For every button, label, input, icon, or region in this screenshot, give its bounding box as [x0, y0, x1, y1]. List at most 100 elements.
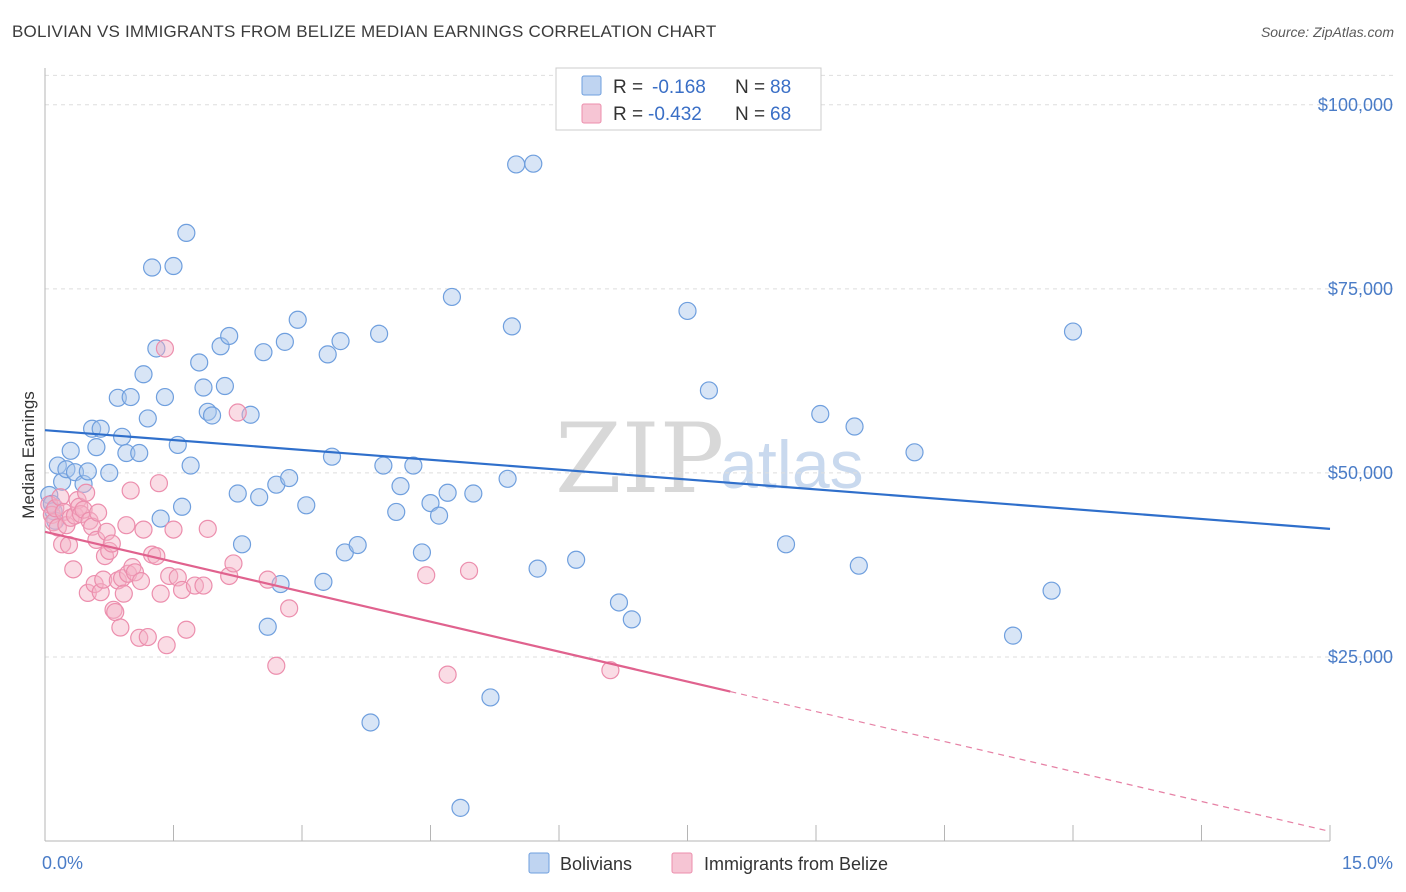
- stats-legend-r-label-bolivians: R =: [613, 77, 643, 98]
- point-bolivians: [699, 381, 719, 400]
- point-bolivians: [121, 387, 140, 407]
- stats-legend-n-label-belize: N =: [735, 104, 765, 125]
- series-legend: Bolivians Immigrants from Belize: [528, 852, 888, 874]
- point-bolivians: [567, 550, 586, 569]
- point-bolivians: [361, 713, 380, 732]
- point-bolivians: [91, 419, 110, 438]
- stats-legend-n-value-belize: 68: [770, 104, 791, 125]
- y-tick-labels: $25,000 $50,000 $75,000 $100,000: [1318, 95, 1393, 667]
- point-belize: [157, 636, 176, 655]
- stats-legend-n-value-bolivians: 88: [770, 77, 791, 98]
- point-bolivians: [1063, 322, 1083, 341]
- stats-legend-r-label-belize: R =: [613, 104, 643, 125]
- point-belize: [51, 488, 70, 507]
- point-bolivians: [429, 506, 449, 525]
- point-bolivians: [1003, 626, 1023, 645]
- point-belize: [177, 620, 196, 639]
- point-belize: [94, 570, 113, 589]
- point-bolivians: [622, 610, 641, 629]
- series-legend-swatch-belize: [671, 852, 693, 874]
- point-belize: [149, 474, 169, 493]
- point-bolivians: [905, 443, 924, 462]
- watermark-zip: ZIP: [555, 403, 724, 515]
- point-bolivians: [314, 572, 333, 591]
- point-bolivians: [117, 443, 136, 463]
- point-belize: [114, 584, 133, 603]
- point-bolivians: [404, 456, 423, 475]
- data-points: [40, 154, 1083, 817]
- point-bolivians: [481, 688, 500, 707]
- point-bolivians: [78, 462, 97, 481]
- point-bolivians: [451, 798, 470, 817]
- point-belize: [267, 656, 286, 675]
- point-belize: [111, 618, 130, 637]
- series-legend-label-belize: Immigrants from Belize: [704, 854, 888, 874]
- point-bolivians: [528, 559, 547, 578]
- y-tick-label: $50,000: [1328, 463, 1393, 483]
- point-belize: [417, 566, 436, 585]
- point-bolivians: [250, 488, 269, 507]
- point-belize: [228, 403, 247, 422]
- y-axis-label: Median Earnings: [19, 391, 38, 519]
- point-bolivians: [370, 324, 389, 343]
- point-bolivians: [151, 509, 170, 528]
- point-bolivians: [190, 353, 209, 372]
- point-belize: [151, 584, 170, 603]
- point-belize: [64, 560, 83, 579]
- point-belize: [125, 563, 145, 582]
- point-belize: [123, 558, 142, 577]
- point-bolivians: [232, 535, 252, 554]
- watermark: ZIP atlas: [555, 403, 864, 515]
- point-bolivians: [421, 493, 440, 513]
- point-bolivians: [524, 154, 543, 173]
- point-bolivians: [387, 502, 406, 522]
- point-belize: [459, 561, 479, 580]
- y-tick-label: $75,000: [1328, 279, 1393, 299]
- point-bolivians: [412, 543, 432, 562]
- point-belize: [164, 520, 183, 539]
- point-bolivians: [254, 343, 273, 362]
- point-bolivians: [275, 332, 294, 351]
- point-bolivians: [177, 223, 196, 243]
- x-tick-label-min: 0.0%: [42, 853, 83, 873]
- point-bolivians: [181, 456, 200, 475]
- point-bolivians: [374, 456, 393, 475]
- point-bolivians: [258, 617, 277, 636]
- point-bolivians: [155, 387, 175, 407]
- stats-legend-r-value-belize: -0.432: [648, 104, 702, 125]
- point-bolivians: [318, 345, 337, 364]
- point-bolivians: [1042, 581, 1061, 600]
- trend-line-belize-extension: [730, 690, 1331, 833]
- stats-legend-swatch-belize: [581, 103, 602, 124]
- point-belize: [198, 519, 217, 538]
- point-bolivians: [776, 535, 796, 554]
- point-bolivians: [442, 287, 462, 307]
- point-bolivians: [288, 310, 307, 329]
- point-bolivians: [100, 463, 119, 483]
- point-bolivians: [849, 556, 868, 575]
- stats-legend-n-label-bolivians: N =: [735, 77, 765, 98]
- point-belize: [224, 554, 243, 573]
- point-bolivians: [464, 484, 483, 503]
- point-bolivians: [164, 256, 183, 276]
- point-belize: [117, 516, 136, 535]
- point-bolivians: [87, 438, 106, 457]
- point-bolivians: [438, 483, 457, 502]
- chart-title: BOLIVIAN VS IMMIGRANTS FROM BELIZE MEDIA…: [12, 22, 717, 41]
- point-bolivians: [331, 332, 350, 351]
- point-bolivians: [194, 378, 213, 397]
- point-bolivians: [220, 326, 239, 346]
- point-bolivians: [391, 477, 410, 496]
- point-bolivians: [138, 409, 157, 428]
- point-bolivians: [172, 497, 192, 516]
- trend-lines: [44, 429, 1331, 833]
- point-bolivians: [280, 468, 299, 488]
- point-belize: [89, 503, 108, 522]
- point-bolivians: [142, 258, 162, 277]
- point-bolivians: [61, 441, 80, 460]
- point-belize: [131, 572, 151, 591]
- point-bolivians: [215, 376, 234, 396]
- point-belize: [194, 576, 213, 595]
- x-tick-label-max: 15.0%: [1342, 853, 1393, 873]
